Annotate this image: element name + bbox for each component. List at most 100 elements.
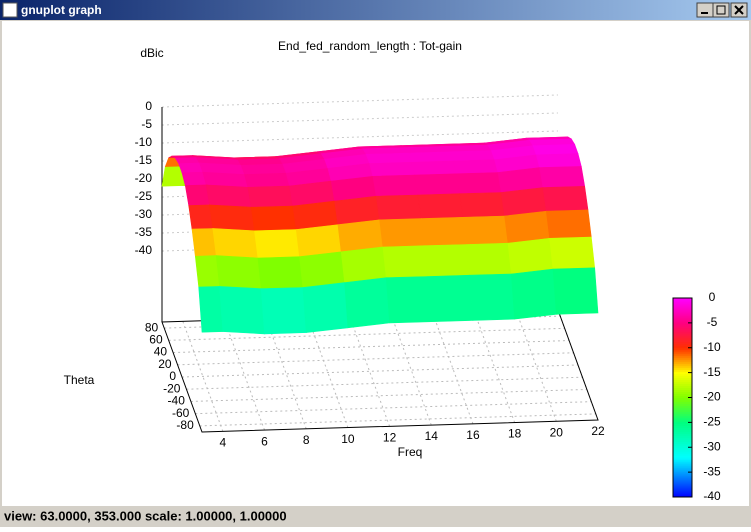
z-tick-label: -5 <box>141 117 152 131</box>
colorbar-segment <box>673 427 692 430</box>
surface-patch <box>215 255 262 290</box>
colorbar-segment <box>673 339 692 343</box>
colorbar-segment <box>673 319 692 323</box>
colorbar-segment <box>673 377 692 381</box>
colorbar-tick-label: -25 <box>703 415 721 429</box>
colorbar-segment <box>673 313 692 317</box>
x-tick-label: 6 <box>261 434 268 448</box>
colorbar-segment <box>673 437 692 440</box>
z-tick-label: -10 <box>135 135 153 149</box>
surface-patch <box>465 242 512 276</box>
colorbar-segment <box>673 385 692 389</box>
colorbar-segment <box>673 475 692 478</box>
x-axis-label: Freq <box>398 445 423 459</box>
minimize-button[interactable] <box>696 2 714 18</box>
colorbar-segment <box>673 315 692 319</box>
colorbar-segment <box>673 399 692 402</box>
surface-patch <box>188 204 214 230</box>
surface-patch <box>532 144 579 156</box>
y-grid-line <box>195 401 592 415</box>
colorbar-segment <box>673 301 692 305</box>
x-tick-label: 18 <box>508 427 522 441</box>
colorbar-segment <box>673 343 692 347</box>
colorbar-segment <box>673 369 692 373</box>
colorbar-segment <box>673 401 692 404</box>
surface-patch <box>369 161 415 177</box>
colorbar-segment <box>673 493 692 496</box>
y-tick-label: 80 <box>145 320 159 334</box>
colorbar-segment <box>673 325 692 329</box>
surface-patch <box>212 228 259 259</box>
colorbar-segment <box>673 483 692 486</box>
colorbar-segment <box>673 298 692 301</box>
colorbar-segment <box>673 375 692 379</box>
surface-patch <box>181 171 207 186</box>
surface-patch <box>240 163 287 175</box>
colorbar-tick-label: -35 <box>703 464 721 478</box>
colorbar-segment <box>673 423 692 426</box>
colorbar-segment <box>673 459 692 462</box>
colorbar-segment <box>673 299 692 303</box>
colorbar-segment <box>673 431 692 434</box>
y-grid-line <box>190 388 587 402</box>
colorbar-segment <box>673 489 692 492</box>
maximize-button[interactable] <box>712 2 730 18</box>
colorbar-segment <box>673 487 692 490</box>
surface-patch <box>254 229 300 259</box>
z-tick-label: -25 <box>135 189 153 203</box>
surface-patch <box>504 210 550 244</box>
colorbar-segment <box>673 357 692 361</box>
colorbar-segment <box>673 351 692 355</box>
y-grid-line <box>186 376 583 390</box>
colorbar-segment <box>673 323 692 327</box>
surface-patch <box>375 194 422 221</box>
y-grid-line <box>173 340 570 354</box>
z-tick-label: 0 <box>145 99 152 113</box>
y-tick-label: -20 <box>163 381 181 395</box>
surface-patch <box>299 251 345 288</box>
colorbar-segment <box>673 457 692 460</box>
surface-patch <box>250 205 297 232</box>
colorbar-segment <box>673 309 692 313</box>
surface-patch <box>382 245 429 279</box>
colorbar-segment <box>673 321 692 325</box>
colorbar-segment <box>673 429 692 432</box>
colorbar-segment <box>673 473 692 476</box>
y-tick-label: 20 <box>158 357 172 371</box>
colorbar-segment <box>673 361 692 365</box>
colorbar-segment <box>673 303 692 307</box>
y-tick-label: 60 <box>149 333 163 347</box>
colorbar-segment <box>673 317 692 321</box>
surface-patch <box>407 151 454 163</box>
surface-patch <box>452 159 499 175</box>
colorbar-segment <box>673 345 692 349</box>
z-tick-label: -20 <box>135 171 153 185</box>
colorbar-segment <box>673 407 692 410</box>
surface-patch <box>174 157 201 164</box>
chart-title: End_fed_random_length : Tot-gain <box>278 39 462 53</box>
colorbar-tick-label: -30 <box>703 439 721 453</box>
colorbar-segment <box>673 363 692 367</box>
colorbar-segment <box>673 433 692 436</box>
colorbar-segment <box>673 479 692 482</box>
surface-patch <box>302 282 349 333</box>
colorbar-segment <box>673 329 692 333</box>
colorbar-tick-label: -10 <box>703 340 721 354</box>
surface-patch <box>247 185 294 208</box>
colorbar-tick-label: 0 <box>709 290 716 304</box>
colorbar-segment <box>673 355 692 359</box>
surface-patch <box>535 153 582 168</box>
surface-patch <box>449 150 496 162</box>
y-tick-label: 40 <box>154 345 168 359</box>
surface-patch <box>420 216 467 247</box>
surface-patch <box>379 218 425 248</box>
z-tick-label: -30 <box>135 207 153 221</box>
colorbar-segment <box>673 435 692 438</box>
colorbar-segment <box>673 349 692 353</box>
surface-patch <box>459 192 505 218</box>
surface-patch <box>469 273 515 321</box>
surface-patch <box>178 162 204 174</box>
surface-patch <box>344 277 390 329</box>
surface-patch <box>260 287 307 335</box>
